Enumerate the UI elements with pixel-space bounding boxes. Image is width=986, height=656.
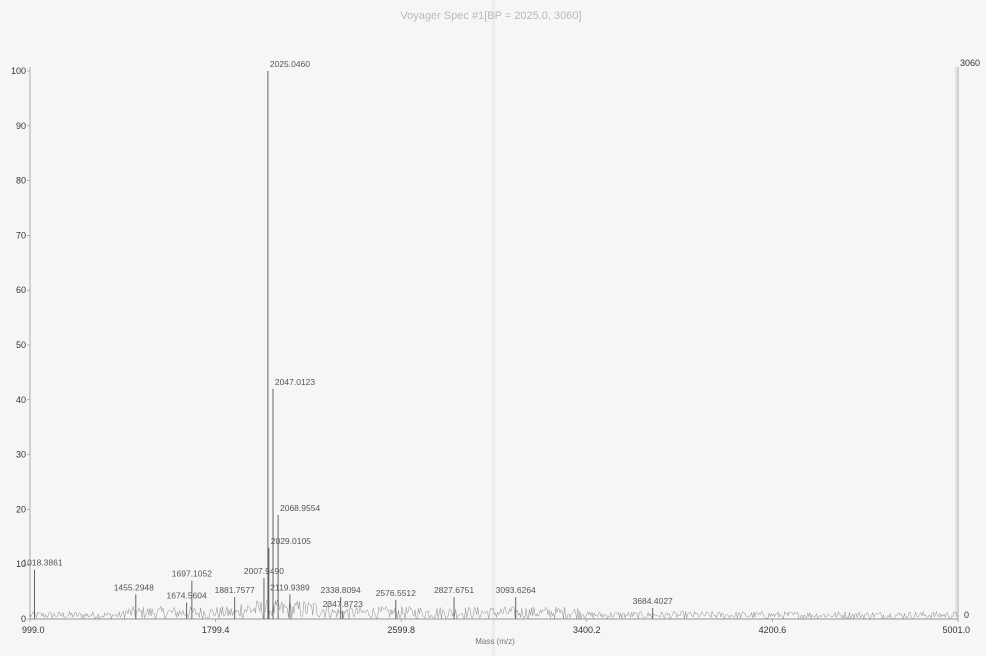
- y-tick-label: 50: [16, 340, 26, 350]
- peak-label: 1455.2948: [114, 582, 154, 592]
- right-axis-top-label: 3060: [960, 58, 980, 68]
- x-tick-label: 1799.4: [202, 625, 230, 635]
- x-tick-label: 999.0: [22, 625, 45, 635]
- peak-label: 3093.6264: [496, 585, 536, 595]
- y-tick-label: 20: [16, 504, 26, 514]
- peak-label: 1881.7577: [215, 585, 255, 595]
- y-tick-label: 80: [16, 176, 26, 186]
- right-axis-bottom-label: 0: [964, 610, 969, 620]
- peak-label: 2576.5512: [376, 588, 416, 598]
- peak-label: 2347.8723: [323, 599, 363, 609]
- peak-label: 1674.5604: [167, 591, 207, 601]
- peak-label: 2007.9490: [244, 566, 284, 576]
- paper-fold: [492, 0, 495, 656]
- y-tick-label: 60: [16, 285, 26, 295]
- x-tick-label: 2599.8: [387, 625, 415, 635]
- peaks: [34, 71, 652, 619]
- x-axis-title: Mass (m/z): [475, 637, 515, 646]
- chart-title: Voyager Spec #1[BP = 2025.0, 3060]: [400, 10, 581, 22]
- peak-label: 2025.0460: [270, 59, 310, 69]
- peak-label: 3684.4027: [633, 596, 673, 606]
- peak-label: 2119.9389: [270, 582, 310, 592]
- x-tick-label: 4200.6: [759, 625, 787, 635]
- x-tick-label: 5001.0: [942, 625, 970, 635]
- y-tick-label: 30: [16, 450, 26, 460]
- y-tick-label: 90: [16, 121, 26, 131]
- peak-label: 2338.8094: [321, 585, 361, 595]
- peak-label: 2068.9554: [280, 503, 320, 513]
- y-tick-label: 0: [21, 614, 26, 624]
- y-tick-label: 70: [16, 230, 26, 240]
- y-tick-label: 40: [16, 395, 26, 405]
- peak-labels: 1018.3861 1455.2948 1674.5604 1697.10521881…: [22, 59, 673, 609]
- peak-label: 1697.1052: [172, 569, 212, 579]
- peak-label: 2827.6751: [434, 585, 474, 595]
- x-tick-label: 3400.2: [573, 625, 601, 635]
- peak-label: 2047.0123: [275, 377, 315, 387]
- peak-label: 1018.3861: [22, 558, 62, 568]
- peak-label: 2029.0105: [271, 536, 311, 546]
- y-tick-label: 100: [11, 66, 26, 76]
